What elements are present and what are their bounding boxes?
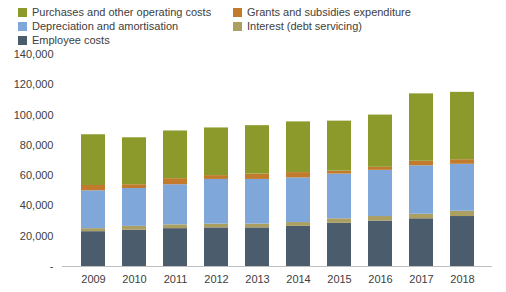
html-text:Employee costs: Employee costs [32, 34, 110, 46]
svg-text:40,000: 40,000 [20, 199, 54, 211]
svg-text:2011: 2011 [164, 273, 188, 285]
svg-text:140,000: 140,000 [14, 48, 54, 60]
html-text:Interest (debt servicing): Interest (debt servicing) [247, 20, 362, 32]
html-text:Purchases and other operating: Purchases and other operating costs [32, 6, 212, 18]
svg-text:2017: 2017 [409, 273, 433, 285]
svg-text:2018: 2018 [450, 273, 474, 285]
svg-text:20,000: 20,000 [20, 230, 54, 242]
svg-text:2013: 2013 [245, 273, 269, 285]
svg-text:60,000: 60,000 [20, 169, 54, 181]
html-text:Depreciation and amortisation: Depreciation and amortisation [32, 20, 179, 32]
html-text:Grants and subsidies expenditu: Grants and subsidies expenditure [247, 6, 411, 18]
svg-text:2010: 2010 [122, 273, 146, 285]
svg-text:2014: 2014 [286, 273, 310, 285]
svg-text:120,000: 120,000 [14, 78, 54, 90]
svg-text:2016: 2016 [368, 273, 392, 285]
svg-text:-: - [50, 260, 54, 272]
svg-text:80,000: 80,000 [20, 139, 54, 151]
svg-text:2012: 2012 [204, 273, 228, 285]
svg-text:100,000: 100,000 [14, 109, 54, 121]
svg-text:2009: 2009 [81, 273, 105, 285]
svg-text:2015: 2015 [327, 273, 351, 285]
